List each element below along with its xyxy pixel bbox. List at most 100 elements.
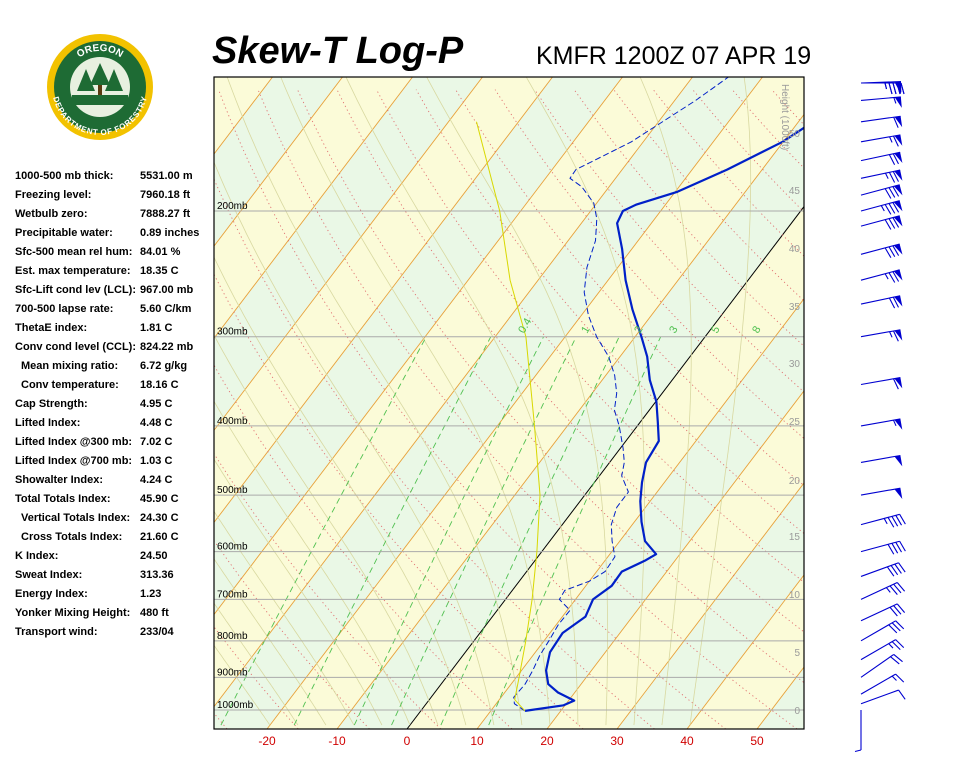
index-row: Precipitable water: 0.89 inches (15, 227, 199, 239)
index-row: Est. max temperature: 18.35 C (15, 265, 179, 277)
index-row: Sfc-Lift cond lev (LCL): 967.00 mb (15, 284, 193, 296)
index-label: Precipitable water: (15, 227, 113, 239)
pressure-label: 700mb (217, 589, 248, 600)
index-value: 824.22 mb (140, 341, 194, 353)
plot-frame (213, 76, 805, 730)
index-label: Vertical Totals Index: (21, 512, 131, 524)
wind-barb (860, 215, 903, 230)
wind-barb (860, 295, 903, 309)
wind-barb (854, 710, 862, 753)
height-tick-label: 40 (789, 244, 801, 255)
height-tick-label: 25 (789, 417, 801, 428)
height-tick-label: 10 (789, 590, 801, 601)
moist-adiabat (639, 77, 692, 726)
isotherm (546, 390, 804, 729)
index-label: 1000-500 mb thick: (15, 170, 114, 182)
moist-adiabat (214, 644, 271, 726)
isotherm (336, 113, 804, 729)
wind-barb (860, 540, 906, 555)
index-value: 0.89 inches (140, 227, 200, 239)
dewpoint-profile (513, 77, 730, 712)
index-label: Energy Index: (15, 588, 88, 600)
dry-adiabat (214, 712, 228, 729)
height-axis-label: Height (1000ft) (779, 84, 790, 150)
wind-barbs (854, 81, 906, 753)
index-label: Lifted Index: (15, 417, 81, 429)
mixing-ratio-label: 1 (579, 324, 592, 335)
index-row: ThetaE index: 1.81 C (15, 322, 172, 334)
wind-barb (860, 620, 905, 642)
moist-adiabat (214, 558, 327, 726)
height-tick-label: 5 (794, 648, 800, 659)
mixing-ratio-line (488, 336, 662, 726)
index-value: 18.16 C (140, 379, 179, 391)
index-row: Lifted Index: 4.48 C (15, 417, 172, 429)
index-value: 1.81 C (140, 322, 173, 334)
index-row: Transport wind: 233/04 (15, 626, 174, 638)
index-label: K Index: (15, 550, 59, 562)
index-value: 967.00 mb (140, 284, 194, 296)
dry-adiabat (534, 89, 804, 393)
moist-adiabat (214, 161, 495, 726)
index-label: Sfc-Lift cond lev (LCL): (15, 284, 136, 296)
isotherm (214, 77, 413, 339)
index-value: 5531.00 m (140, 170, 193, 182)
wind-barb (860, 513, 906, 528)
pressure-label: 1000mb (217, 700, 254, 711)
mixing-ratio-label: 2 (632, 324, 645, 335)
index-label: Lifted Index @700 mb: (15, 455, 133, 467)
index-row: Yonker Mixing Height: 480 ft (15, 607, 169, 619)
pressure-label: 500mb (217, 485, 248, 496)
index-value: 24.30 C (140, 512, 179, 524)
oregon-forestry-logo: OREGON DEPARTMENT OF FORESTRY (47, 34, 153, 140)
index-label: Mean mixing ratio: (21, 360, 119, 372)
isotherm (214, 77, 483, 432)
index-value: 1.23 (140, 588, 162, 600)
index-row: Freezing level: 7960.18 ft (15, 189, 190, 201)
wind-barb (860, 603, 906, 622)
index-row: Energy Index: 1.23 (15, 588, 161, 600)
index-label: 700-500 lapse rate: (15, 303, 114, 315)
x-tick-label: 0 (404, 734, 411, 748)
index-row: K Index: 24.50 (15, 550, 168, 562)
index-label: Yonker Mixing Height: (15, 607, 131, 619)
x-tick-label: 30 (610, 734, 624, 748)
wind-barb (860, 653, 903, 678)
index-row: Vertical Totals Index: 24.30 C (15, 512, 179, 524)
mixing-ratio-line (440, 336, 620, 726)
index-row: Wetbulb zero: 7888.27 ft (15, 208, 190, 220)
wind-barb (860, 96, 902, 108)
pressure-label: 300mb (217, 327, 248, 338)
index-row: Total Totals Index: 45.90 C (15, 493, 179, 505)
index-value: 84.01 % (140, 246, 181, 258)
index-row: Showalter Index: 4.24 C (15, 474, 172, 486)
isotherm (616, 482, 804, 729)
mixing-ratio-label: 8 (750, 324, 763, 335)
wind-barb (860, 454, 903, 467)
index-label: Cap Strength: (15, 398, 88, 410)
x-tick-label: 50 (750, 734, 764, 748)
index-label: Conv cond level (CCL): (15, 341, 137, 353)
wind-barb (860, 200, 903, 215)
index-row: Conv temperature: 18.16 C (15, 379, 179, 391)
index-value: 313.36 (140, 569, 174, 581)
index-value: 18.35 C (140, 265, 179, 277)
index-row: Conv cond level (CCL): 824.22 mb (15, 341, 193, 353)
moist-adiabat (345, 77, 579, 726)
wind-barb (860, 582, 906, 600)
temperature-profile (524, 126, 804, 712)
plot-area (214, 77, 960, 729)
height-tick-label: 0 (794, 706, 800, 717)
x-tick-label: 40 (680, 734, 694, 748)
wind-barb (860, 169, 903, 183)
mixing-ratio-line (220, 336, 427, 726)
height-tick-label: 50 (789, 129, 801, 140)
mixing-ratio-line (391, 336, 577, 726)
mixing-ratio-label: 5 (709, 324, 722, 335)
logo-top-text: OREGON (75, 43, 125, 60)
pressure-label: 900mb (217, 667, 248, 678)
wind-barb (860, 243, 903, 258)
height-tick-label: 45 (789, 186, 801, 197)
index-value: 24.50 (140, 550, 168, 562)
dry-adiabat (851, 90, 960, 729)
